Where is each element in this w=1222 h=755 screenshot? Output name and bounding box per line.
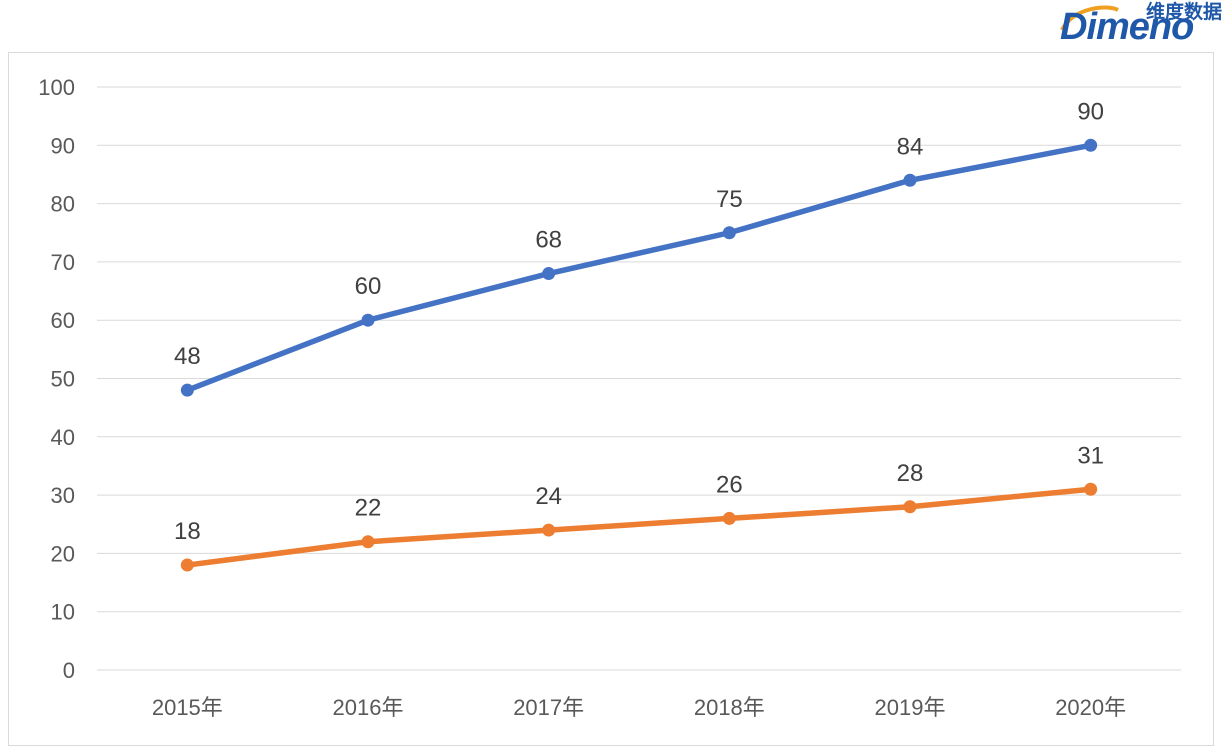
x-tick-label: 2020年 (1055, 695, 1126, 720)
logo-en-text: Dimeno (1060, 6, 1194, 48)
logo-cn-text: 维度数据 (1145, 1, 1222, 23)
data-labels: 48 60 68 75 84 90 18 22 24 26 28 31 (174, 98, 1104, 545)
series-1-point (722, 226, 736, 240)
y-tick-label: 60 (51, 308, 75, 333)
series-1-point (1084, 138, 1098, 152)
series-2-data-label: 31 (1077, 442, 1104, 469)
dimeno-logo: Dimeno 维度数据 (1052, 0, 1222, 48)
y-tick-label: 100 (38, 75, 75, 100)
series-2-data-label: 22 (355, 495, 382, 522)
series-2-point (542, 523, 556, 537)
series-2-point (180, 558, 194, 572)
y-tick-label: 30 (51, 483, 75, 508)
series-1-point (180, 383, 194, 397)
y-tick-label: 10 (51, 600, 75, 625)
series-1-point (903, 173, 917, 187)
series-1-data-label: 84 (897, 133, 924, 160)
series-1-data-label: 75 (716, 186, 743, 213)
y-tick-label: 90 (51, 133, 75, 158)
y-tick-label: 40 (51, 425, 75, 450)
series-1-data-label: 68 (535, 227, 562, 254)
series-2-data-label: 28 (897, 460, 924, 487)
logo-swoosh-icon (1060, 5, 1119, 31)
series-2-line (184, 486, 1094, 568)
y-tick-label: 70 (51, 250, 75, 275)
chart-area: 0 10 20 30 40 50 60 70 80 90 100 2015年 2016年 2017年 20… (8, 52, 1214, 746)
series-2-point (361, 535, 375, 549)
gridlines (97, 86, 1181, 671)
x-tick-label: 2015年 (152, 695, 223, 720)
x-tick-label: 2019年 (875, 695, 946, 720)
series-1-line (184, 142, 1094, 393)
series-lines (180, 138, 1098, 572)
series-1-point (542, 267, 556, 281)
series-2-data-label: 26 (716, 471, 743, 498)
series-2-point (903, 500, 917, 514)
series-1-data-label: 48 (174, 343, 201, 370)
y-axis-ticks: 0 10 20 30 40 50 60 70 80 90 100 (38, 75, 75, 683)
x-tick-label: 2016年 (333, 695, 404, 720)
y-tick-label: 50 (51, 367, 75, 392)
x-tick-label: 2017年 (513, 695, 584, 720)
y-tick-label: 80 (51, 192, 75, 217)
series-1-point (361, 313, 375, 327)
series-2-point (722, 511, 736, 525)
y-tick-label: 20 (51, 541, 75, 566)
series-2-point (1084, 482, 1098, 496)
series-1-data-label: 90 (1077, 98, 1104, 125)
series-2-data-label: 24 (535, 483, 562, 510)
x-tick-label: 2018年 (694, 695, 765, 720)
series-2-data-label: 18 (174, 518, 201, 545)
x-axis-ticks: 2015年 2016年 2017年 2018年 2019年 2020年 (152, 695, 1126, 720)
series-1-data-label: 60 (355, 273, 382, 300)
y-tick-label: 0 (63, 658, 75, 683)
